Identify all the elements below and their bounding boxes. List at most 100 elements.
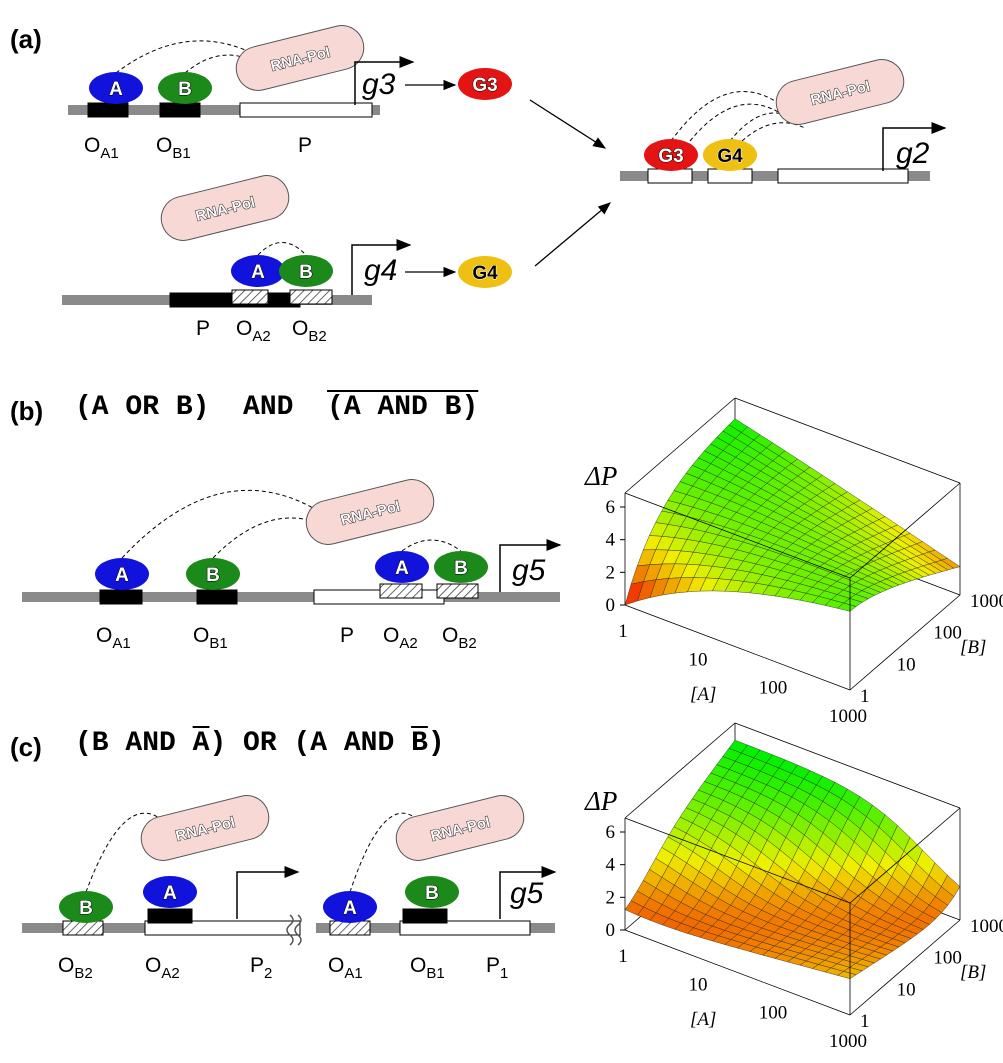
formula-part: B <box>411 728 428 759</box>
site-name: O <box>84 134 100 157</box>
b-tick-label: 1 <box>860 686 870 707</box>
site-name: P <box>340 624 354 647</box>
formula-part: (A AND B) <box>327 392 478 423</box>
site-label: OA1 <box>84 134 119 162</box>
interaction-link <box>258 243 306 256</box>
arrow <box>530 100 605 148</box>
site-label: OB1 <box>156 134 191 162</box>
protein-label: A <box>395 558 409 579</box>
site-subscript: B2 <box>308 328 326 345</box>
z-tick-label: 6 <box>606 497 616 518</box>
site-subscript: B1 <box>172 145 190 162</box>
z-tick-label: 4 <box>606 855 616 876</box>
site-name: O <box>410 954 426 977</box>
gene-label: g4 <box>364 254 397 287</box>
z-tick-label: 6 <box>606 822 616 843</box>
protein-label: A <box>109 79 123 100</box>
promoter-site <box>100 590 142 604</box>
protein-label: B <box>178 79 192 100</box>
operator-site <box>290 290 332 304</box>
protein-label: A <box>163 883 177 904</box>
z-tick-label: 2 <box>606 562 616 583</box>
gene-label: g5 <box>512 554 546 587</box>
protein-label: G3 <box>658 146 683 167</box>
promoter-site <box>160 103 200 117</box>
transcription-arrow <box>237 872 298 919</box>
rna-polymerase: RNA-Pol <box>232 21 369 95</box>
site-name: O <box>156 134 172 157</box>
site-label: OB2 <box>442 624 477 652</box>
panel-label: (b) <box>10 396 43 426</box>
site-label: OA2 <box>383 624 418 652</box>
a-tick-label: 100 <box>759 678 788 699</box>
a-tick-label: 10 <box>689 649 708 670</box>
b-axis-label: [B] <box>960 962 986 983</box>
site-label: OB1 <box>410 954 445 982</box>
site-name: O <box>96 624 112 647</box>
site-name: O <box>145 954 161 977</box>
operator-site <box>437 584 478 598</box>
a-axis-label: [A] <box>690 1009 716 1030</box>
z-axis-label: ΔP <box>584 461 617 491</box>
site-name: O <box>328 954 344 977</box>
operator-site <box>380 584 422 598</box>
site-subscript: B2 <box>458 635 476 652</box>
rna-polymerase: RNA-Pol <box>772 55 909 129</box>
panel-label: (c) <box>10 732 42 762</box>
protein-label: A <box>343 898 357 919</box>
site-subscript: B1 <box>426 965 444 982</box>
site-label: P <box>298 134 312 157</box>
site-label: P1 <box>486 954 508 982</box>
b-tick-label: 10 <box>897 654 916 675</box>
formula-part: ) OR (A AND <box>209 728 411 759</box>
site-name: O <box>236 317 252 340</box>
formula-part: ) <box>428 728 445 759</box>
rna-polymerase: RNA-Pol <box>392 791 529 865</box>
b-tick-label: 1000 <box>970 916 1003 937</box>
site-name: O <box>193 624 209 647</box>
site-label: OA2 <box>145 954 180 982</box>
site-label: P <box>196 317 210 340</box>
site-name: O <box>58 954 74 977</box>
z-tick-label: 0 <box>606 595 616 616</box>
interaction-link <box>742 123 805 141</box>
promoter-site <box>197 590 237 604</box>
formula: (A OR B) AND (A AND B) <box>75 392 478 423</box>
rna-polymerase: RNA-Pol <box>302 475 439 549</box>
site-subscript: B1 <box>209 635 227 652</box>
formula-part: (B AND <box>75 728 193 759</box>
site-subscript: A1 <box>344 965 362 982</box>
arrow <box>535 203 610 266</box>
b-tick-label: 1000 <box>970 591 1003 612</box>
interaction-link <box>122 490 320 558</box>
formula: (B AND A) OR (A AND B) <box>75 728 445 759</box>
site-label: OB2 <box>292 317 327 345</box>
a-axis-label: [A] <box>690 684 716 705</box>
a-tick-label: 1 <box>618 621 628 642</box>
b-tick-label: 1 <box>860 1011 870 1032</box>
protein-label: B <box>425 883 439 904</box>
interaction-link <box>402 540 461 551</box>
site-subscript: A2 <box>252 328 270 345</box>
z-tick-label: 0 <box>606 920 616 941</box>
figure-canvas: (a) (b) (c) RNA-PolABg3G3OA1OB1PRNA-PolA… <box>0 0 1003 1063</box>
protein-label: G3 <box>472 75 497 96</box>
site-name: O <box>383 624 399 647</box>
protein-label: A <box>115 565 129 586</box>
operator-site <box>232 290 268 304</box>
operator-site <box>330 921 370 935</box>
interaction-link <box>116 41 250 73</box>
b-axis-label: [B] <box>960 637 986 658</box>
a-tick-label: 10 <box>689 974 708 995</box>
site-name: P <box>250 954 264 977</box>
site-subscript: A2 <box>161 965 179 982</box>
site-name: O <box>442 624 458 647</box>
z-tick-label: 2 <box>606 887 616 908</box>
panel-label: (a) <box>10 24 42 54</box>
figure: (a) (b) (c) RNA-PolABg3G3OA1OB1PRNA-PolA… <box>0 0 1003 1063</box>
protein-label: G4 <box>472 263 498 284</box>
site-subscript: 1 <box>500 965 508 982</box>
site-subscript: A1 <box>112 635 130 652</box>
interaction-link <box>690 104 790 141</box>
formula-part: (A OR B) AND <box>75 392 327 423</box>
